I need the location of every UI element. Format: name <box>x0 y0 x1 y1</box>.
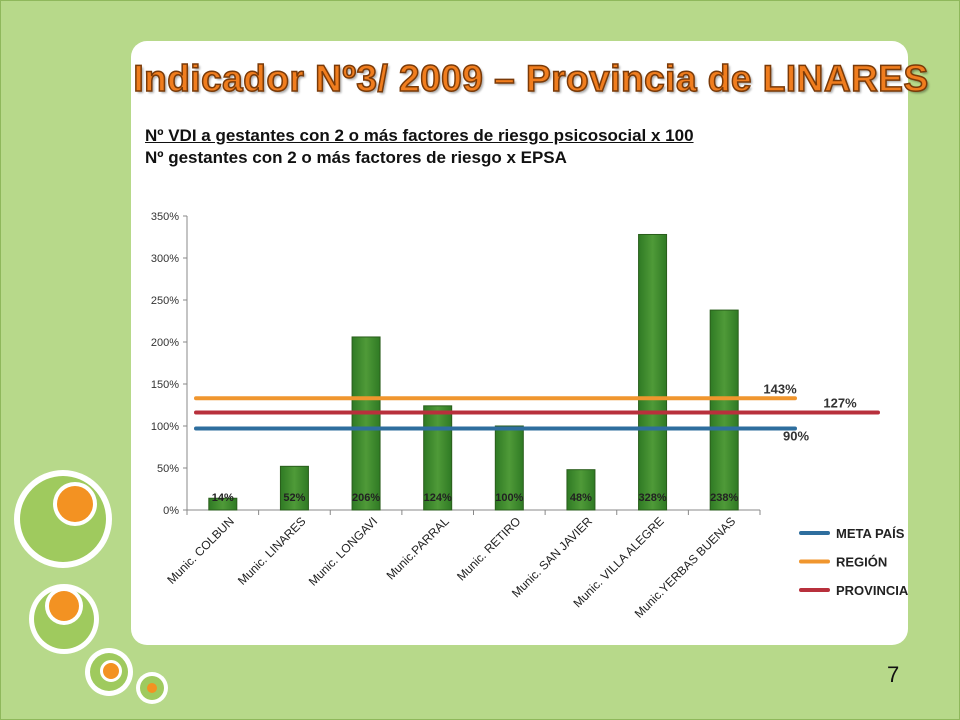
page-number: 7 <box>887 662 900 687</box>
y-tick-label: 300% <box>151 253 179 265</box>
bar <box>351 336 381 511</box>
bar-data-label: 206% <box>352 492 380 504</box>
decor-circle-orange-2-fill <box>49 591 79 621</box>
reference-line-label: 143% <box>763 381 797 396</box>
y-tick-label: 250% <box>151 295 179 307</box>
formula-numerator: Nº VDI a gestantes con 2 o más factores … <box>145 126 694 145</box>
x-category-label: Munic. LONGAVI <box>306 514 380 588</box>
legend-label: META PAÍS <box>836 526 905 541</box>
content-card <box>131 41 908 645</box>
x-category-label: Munic.PARRAL <box>384 514 452 582</box>
bar-data-label: 14% <box>212 492 234 504</box>
bar <box>494 425 524 511</box>
y-tick-label: 0% <box>163 505 179 517</box>
bar-data-label: 124% <box>424 492 452 504</box>
reference-line-label: 127% <box>823 396 857 411</box>
bar-data-label: 100% <box>495 492 523 504</box>
bar <box>423 405 453 511</box>
y-tick-label: 50% <box>157 463 179 475</box>
x-category-label: Munic. LINARES <box>235 514 309 588</box>
y-tick-label: 100% <box>151 421 179 433</box>
legend-label: REGIÓN <box>836 555 887 570</box>
y-tick-label: 200% <box>151 337 179 349</box>
bar-data-label: 328% <box>638 492 666 504</box>
bar-data-label: 48% <box>570 492 592 504</box>
bar-data-label: 238% <box>710 492 738 504</box>
bar <box>566 469 596 511</box>
x-category-label: Munic. RETIRO <box>454 514 523 583</box>
y-tick-label: 350% <box>151 211 179 223</box>
bar <box>279 465 309 511</box>
decor-circle-small-dot <box>100 660 122 682</box>
legend-label: PROVINCIA <box>836 583 909 598</box>
decor-circle-orange-1-fill <box>57 486 93 522</box>
bar <box>638 233 668 511</box>
y-tick-label: 150% <box>151 379 179 391</box>
bar-data-label: 52% <box>283 492 305 504</box>
formula-denominator: Nº gestantes con 2 o más factores de rie… <box>145 148 567 167</box>
indicator-formula: Nº VDI a gestantes con 2 o más factores … <box>145 125 694 169</box>
bar <box>709 309 739 511</box>
slide-title: Indicador Nº3/ 2009 – Provincia de LINAR… <box>133 57 929 100</box>
decor-circle-tiny-dot <box>147 683 157 693</box>
bar <box>208 497 238 511</box>
x-category-label: Munic. COLBUN <box>164 514 237 587</box>
reference-line-label: 90% <box>783 429 809 444</box>
